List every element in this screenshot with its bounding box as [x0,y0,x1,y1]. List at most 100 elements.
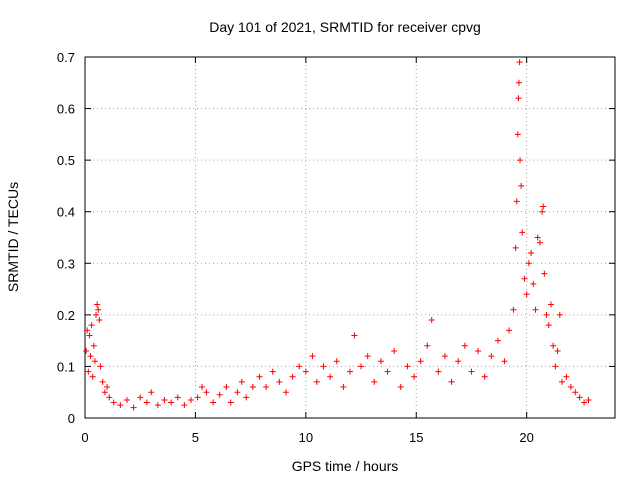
data-point [340,384,347,391]
data-point [455,358,462,365]
data-point [513,198,520,205]
data-point [188,396,194,403]
data-point [256,373,263,380]
data-point [234,389,241,396]
data-point [532,306,539,313]
data-point [424,342,431,349]
data-point [428,317,435,324]
data-point [347,368,353,375]
data-point [543,311,550,318]
data-point [501,358,508,365]
data-point [581,399,588,406]
data-points [83,59,592,411]
data-point [95,306,102,313]
data-point [91,358,98,365]
data-point [289,373,296,380]
data-point [130,404,137,411]
data-point [554,347,561,354]
data-point [199,384,206,391]
data-point [481,373,488,380]
data-point [309,353,316,360]
data-point [269,368,276,375]
data-point [547,301,554,308]
data-point [99,378,106,385]
x-tick-label: 20 [519,430,533,445]
y-tick-label: 0.4 [57,205,75,220]
data-point [397,384,404,391]
data-point [227,399,234,406]
data-point [243,394,250,401]
data-point [148,389,155,396]
data-point [94,301,101,308]
data-point [550,342,557,349]
data-point [567,384,574,391]
data-point [276,378,283,385]
data-point [559,378,565,385]
data-point [358,363,365,370]
data-point [143,399,150,406]
data-point [525,260,532,267]
data-point [585,396,592,403]
plot-frame [84,56,616,419]
data-point [313,378,320,385]
data-point [512,244,519,251]
data-point [302,368,309,375]
data-point [391,347,398,354]
data-point [377,358,384,365]
data-point [83,347,90,354]
y-axis-label: SRMTID / TECUs [5,182,21,292]
y-tick-label: 0.6 [57,102,75,117]
data-point [528,249,535,256]
data-point [488,353,495,360]
data-point [404,363,411,370]
data-point [518,182,525,189]
data-point [515,95,522,102]
data-point [88,322,95,329]
data-point [194,394,201,401]
data-point [96,317,103,324]
y-tick-label: 0 [68,411,75,426]
data-point [461,342,468,349]
data-point [506,327,512,334]
data-point [333,358,340,365]
data-point [523,291,530,298]
data-point [494,337,501,344]
x-tick-label: 15 [409,430,423,445]
data-point [104,384,111,391]
data-point [364,353,371,360]
data-point [530,280,537,287]
data-point [106,394,113,401]
data-point [223,384,230,391]
data-point [556,311,563,318]
data-point [161,396,168,403]
data-point [203,389,210,396]
data-point [539,208,546,215]
data-point [534,234,541,241]
data-point [517,157,524,164]
data-point [572,389,579,396]
data-point [85,368,92,375]
data-point [216,391,223,398]
data-point [441,353,448,360]
data-point [475,347,482,354]
data-point [563,373,570,380]
data-point [411,373,418,380]
data-point [540,203,547,210]
data-point [249,384,256,391]
x-tick-label: 10 [299,430,313,445]
data-point [521,275,528,282]
data-point [93,311,100,318]
data-point [296,363,303,370]
data-point [448,378,455,385]
data-point [181,402,188,409]
data-point [117,402,124,409]
data-point [371,378,378,385]
data-point [516,59,523,66]
data-point [90,342,97,349]
data-point [320,363,327,370]
data-point [168,399,175,406]
data-point [87,353,94,360]
y-tick-label: 0.1 [57,359,75,374]
data-point [263,384,270,391]
data-point [97,363,104,370]
